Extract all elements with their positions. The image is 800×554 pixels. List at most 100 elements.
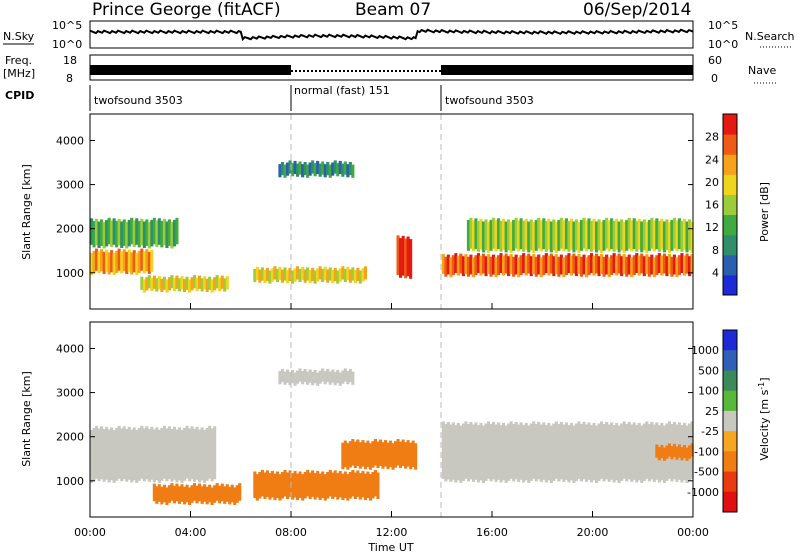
echo-cell — [323, 474, 327, 501]
echo-cell — [363, 473, 367, 501]
echo-cell — [291, 270, 295, 284]
echo-cell — [165, 487, 169, 505]
echo-cell — [539, 424, 543, 482]
echo-cell — [308, 270, 312, 284]
echo-cell — [507, 423, 511, 481]
echo-cell — [102, 251, 106, 274]
echo-cell — [602, 219, 606, 251]
echo-cell — [253, 268, 257, 283]
echo-cell — [152, 217, 156, 245]
echo-cell — [612, 253, 616, 273]
echo-cell — [690, 222, 694, 253]
echo-cell — [499, 425, 503, 483]
power-yticks: 1000 2000 3000 4000 — [56, 134, 693, 280]
xtick-label: 20:00 — [577, 526, 609, 539]
ytick-label: 2000 — [56, 431, 84, 444]
echo-cell — [343, 440, 347, 468]
echo-cell — [527, 425, 531, 483]
echo-cell — [444, 424, 448, 482]
echo-cell — [331, 162, 335, 176]
echo-cell — [519, 218, 523, 250]
echo-cell — [316, 160, 320, 175]
echo-cell — [318, 370, 322, 384]
echo-cell — [130, 429, 134, 483]
echo-cell — [326, 368, 330, 383]
date-title: 06/Sep/2014 — [583, 0, 691, 20]
echo-cell — [514, 421, 518, 480]
echo-cell — [386, 442, 390, 470]
echo-cell — [672, 217, 676, 249]
echo-cell — [283, 267, 287, 281]
echo-cell — [657, 253, 661, 273]
echo-cell — [497, 218, 501, 250]
freq-panel: Freq. [MHz] 18 8 60 0 Nave — [3, 54, 777, 85]
echo-cell — [592, 422, 596, 481]
echo-cell — [160, 427, 164, 481]
echo-cell — [396, 439, 400, 466]
echo-cell — [193, 275, 197, 289]
echo-cell — [509, 222, 513, 253]
velocity-colorbar-cell — [723, 491, 737, 513]
echo-cell — [353, 441, 357, 469]
power-colorbar-tick: 8 — [712, 244, 719, 257]
echo-cell — [670, 446, 674, 460]
echo-cell — [582, 421, 586, 480]
echo-cell — [585, 220, 589, 252]
echo-cell — [336, 473, 340, 500]
echo-cell — [115, 427, 119, 481]
echo-cell — [409, 239, 413, 279]
echo-cell — [183, 427, 187, 481]
echo-cell — [286, 369, 290, 383]
echo-cell — [195, 426, 199, 480]
echo-cell — [577, 421, 581, 479]
echo-cell — [145, 219, 149, 246]
echo-cell — [205, 486, 209, 505]
echo-cell — [487, 222, 491, 253]
echo-cell — [504, 425, 508, 483]
power-colorbar-cell — [723, 134, 737, 155]
nsky-tick-low: 10^0 — [52, 38, 82, 51]
echo-cell — [358, 270, 362, 284]
power-colorbar-frame — [722, 113, 738, 296]
echo-cell — [512, 256, 516, 277]
echo-cell — [258, 472, 262, 499]
echo-cell — [567, 253, 571, 273]
beam-title: Beam 07 — [355, 0, 431, 20]
echo-cell — [685, 253, 689, 274]
echo-cell — [180, 484, 184, 502]
echo-cell — [627, 254, 631, 275]
echo-cell — [225, 484, 229, 502]
cpid-label: CPID — [5, 89, 34, 102]
echo-cell — [203, 276, 207, 290]
echo-cell — [278, 371, 282, 385]
echo-cell — [137, 250, 141, 273]
echo-cell — [107, 217, 111, 245]
echo-cell — [125, 251, 129, 274]
echo-cell — [481, 221, 485, 253]
echo-cell — [449, 257, 453, 278]
echo-cell — [572, 425, 576, 483]
echo-cell — [346, 443, 350, 470]
echo-cell — [517, 257, 521, 278]
echo-cell — [338, 268, 342, 282]
echo-cell — [105, 426, 109, 480]
echo-cell — [622, 254, 626, 274]
echo-cell — [492, 217, 496, 249]
velocity-colorbar-tick: 100 — [698, 385, 719, 398]
echo-cell — [341, 442, 345, 470]
echo-cell — [273, 266, 277, 280]
echo-cell — [122, 426, 126, 480]
echo-cell — [532, 222, 536, 253]
echo-cell — [660, 445, 664, 459]
echo-cell — [288, 372, 292, 386]
power-echoes — [90, 160, 694, 293]
echo-cell — [640, 425, 644, 483]
echo-cell — [665, 256, 669, 277]
echo-cell — [562, 424, 566, 482]
echo-cell — [92, 250, 96, 273]
echo-cell — [283, 164, 287, 178]
echo-cell — [260, 469, 264, 497]
echo-cell — [625, 219, 629, 251]
echo-cell — [549, 253, 553, 274]
echo-cell — [301, 371, 305, 385]
